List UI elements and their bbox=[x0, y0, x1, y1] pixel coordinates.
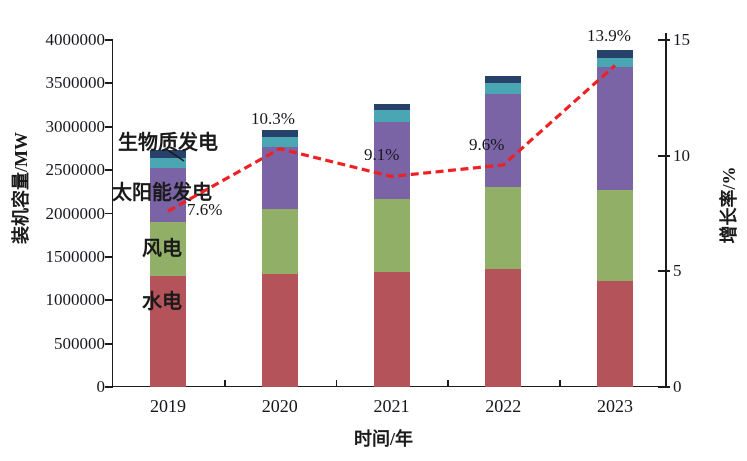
growth-rate-value-label: 13.9% bbox=[587, 26, 631, 45]
bar-segment-生物质发电-2021 bbox=[373, 110, 410, 123]
y-axis-right-tick bbox=[658, 386, 670, 388]
y-axis-left-tick bbox=[105, 299, 113, 302]
y-axis-left-tick-label: 4000000 bbox=[45, 30, 106, 49]
bar-segment-风电-2021 bbox=[373, 198, 410, 272]
x-axis-tick bbox=[223, 380, 226, 387]
y-axis-left-tick bbox=[105, 125, 113, 128]
growth-rate-value-label: 9.6% bbox=[469, 135, 505, 154]
y-axis-left-tick bbox=[105, 212, 113, 215]
bar-segment-未标注深蓝顶段-2022 bbox=[485, 76, 522, 84]
series-label-风电: 风电 bbox=[142, 238, 182, 260]
y-axis-left-tick-label: 500000 bbox=[54, 333, 105, 353]
y-axis-right-title: 增长率/% bbox=[719, 166, 739, 244]
y-axis-right-tick-label: 0 bbox=[673, 377, 682, 396]
bar-segment-未标注深蓝顶段-2020 bbox=[261, 130, 298, 138]
series-label-水电: 水电 bbox=[142, 291, 182, 313]
growth-rate-value-label: 9.1% bbox=[364, 145, 400, 164]
series-label-太阳能发电: 太阳能发电 bbox=[112, 182, 212, 204]
bar-segment-水电-2020 bbox=[261, 274, 298, 387]
bar-segment-未标注深蓝顶段-2021 bbox=[373, 104, 410, 111]
bar-segment-风电-2019 bbox=[150, 222, 186, 276]
bar-segment-风电-2023 bbox=[597, 190, 633, 282]
y-axis-right-tick bbox=[658, 270, 670, 273]
bar-segment-生物质发电-2019 bbox=[150, 157, 186, 168]
y-axis-left-tick bbox=[105, 169, 113, 172]
bar-segment-未标注深蓝顶段-2023 bbox=[597, 50, 633, 59]
bar-segment-水电-2023 bbox=[597, 281, 633, 387]
x-axis-tick bbox=[447, 380, 450, 387]
x-axis-tick bbox=[335, 380, 338, 387]
y-axis-right-line bbox=[665, 33, 667, 387]
y-axis-right-tick bbox=[658, 154, 670, 157]
y-axis-right-tick-label: 10 bbox=[673, 145, 690, 165]
growth-rate-value-label: 7.6% bbox=[187, 200, 223, 219]
y-axis-left-tick bbox=[105, 342, 113, 345]
bar-segment-水电-2021 bbox=[373, 271, 410, 387]
x-axis-category-label: 2019 bbox=[150, 396, 186, 416]
y-axis-left-tick-label: 3500000 bbox=[45, 73, 106, 93]
bar-segment-太阳能发电-2022 bbox=[485, 93, 522, 188]
bar-segment-水电-2019 bbox=[150, 275, 186, 387]
y-axis-right-tick-label: 15 bbox=[673, 30, 690, 49]
y-axis-left-tick-label: 2500000 bbox=[45, 160, 106, 180]
y-axis-left-tick bbox=[105, 255, 113, 258]
bar-segment-太阳能发电-2023 bbox=[597, 66, 633, 191]
x-axis-category-label: 2021 bbox=[373, 396, 410, 416]
bar-segment-水电-2022 bbox=[485, 269, 522, 387]
y-axis-left-tick-label: 3000000 bbox=[45, 116, 106, 136]
bar-segment-风电-2020 bbox=[261, 209, 298, 275]
x-axis-category-label: 2023 bbox=[597, 396, 633, 416]
bar-segment-太阳能发电-2021 bbox=[373, 122, 410, 199]
bar-segment-生物质发电-2020 bbox=[261, 137, 298, 147]
y-axis-right-tick-label: 5 bbox=[673, 261, 682, 281]
y-axis-left-tick bbox=[105, 82, 113, 85]
growth-rate-line bbox=[167, 64, 617, 213]
bar-segment-太阳能发电-2019 bbox=[150, 167, 186, 223]
y-axis-right-tick bbox=[658, 39, 670, 41]
y-axis-left-tick bbox=[105, 386, 113, 388]
bar-segment-生物质发电-2022 bbox=[485, 83, 522, 94]
y-axis-left-tick bbox=[105, 39, 113, 41]
x-axis-tick bbox=[559, 380, 561, 387]
growth-rate-value-label: 10.3% bbox=[251, 109, 295, 128]
biomass-leader-line bbox=[165, 148, 185, 162]
x-axis-category-label: 2022 bbox=[485, 396, 522, 416]
y-axis-left-tick-label: 0 bbox=[96, 377, 106, 396]
bar-segment-风电-2022 bbox=[485, 187, 522, 269]
y-axis-left-title: 装机容量/MW bbox=[11, 132, 31, 244]
bar-segment-生物质发电-2023 bbox=[597, 58, 633, 67]
y-axis-left-tick-label: 1000000 bbox=[45, 290, 106, 310]
bar-segment-未标注深蓝顶段-2019 bbox=[150, 150, 186, 158]
y-axis-left-tick-label: 2000000 bbox=[45, 203, 106, 223]
x-axis-category-label: 2020 bbox=[261, 396, 298, 416]
x-axis-title: 时间/年 bbox=[354, 429, 414, 449]
y-axis-left-tick-label: 1500000 bbox=[45, 246, 106, 266]
series-label-生物质发电: 生物质发电 bbox=[118, 132, 218, 154]
